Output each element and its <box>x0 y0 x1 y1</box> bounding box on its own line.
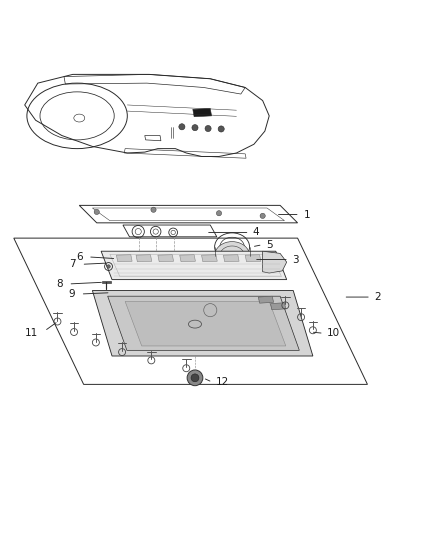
Ellipse shape <box>215 241 250 270</box>
Text: 2: 2 <box>374 292 381 302</box>
Circle shape <box>191 374 199 382</box>
Polygon shape <box>271 303 286 310</box>
Polygon shape <box>125 302 286 346</box>
Text: 8: 8 <box>57 279 63 289</box>
Circle shape <box>205 125 211 132</box>
Polygon shape <box>101 251 287 280</box>
Circle shape <box>260 213 265 219</box>
Circle shape <box>218 126 224 132</box>
Polygon shape <box>117 255 132 262</box>
Circle shape <box>192 125 198 131</box>
Text: 7: 7 <box>70 260 76 269</box>
Polygon shape <box>158 255 173 262</box>
Polygon shape <box>102 281 111 283</box>
Circle shape <box>179 124 185 130</box>
Polygon shape <box>193 108 212 117</box>
Polygon shape <box>223 255 239 262</box>
Text: 6: 6 <box>76 252 83 262</box>
Text: 9: 9 <box>68 289 75 299</box>
Polygon shape <box>108 296 299 350</box>
Circle shape <box>187 370 203 386</box>
Circle shape <box>94 209 99 215</box>
Polygon shape <box>258 296 274 303</box>
Text: 3: 3 <box>292 255 299 264</box>
Polygon shape <box>92 290 313 356</box>
Polygon shape <box>201 255 217 262</box>
Text: 11: 11 <box>25 328 38 338</box>
Text: 4: 4 <box>252 228 259 237</box>
Circle shape <box>216 211 222 216</box>
Circle shape <box>241 253 254 265</box>
Circle shape <box>107 265 110 268</box>
Polygon shape <box>180 255 195 262</box>
Polygon shape <box>136 255 152 262</box>
Circle shape <box>151 207 156 212</box>
Text: 10: 10 <box>327 328 340 338</box>
Polygon shape <box>245 255 261 262</box>
Polygon shape <box>263 251 287 273</box>
Text: 12: 12 <box>215 377 229 387</box>
Text: 5: 5 <box>266 240 272 249</box>
Text: 1: 1 <box>304 209 311 220</box>
